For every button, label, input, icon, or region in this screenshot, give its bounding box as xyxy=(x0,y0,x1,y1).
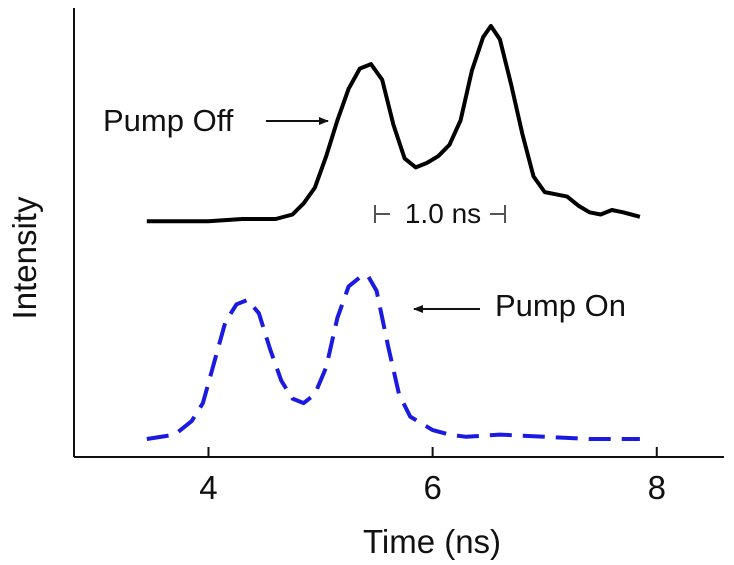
x-tick-label: 4 xyxy=(199,469,217,506)
pump-on-annotation: Pump On xyxy=(413,288,626,323)
y-axis-label: Intensity xyxy=(6,196,43,319)
separation-label: 1.0 ns xyxy=(405,198,481,229)
pump-off-annotation: Pump Off xyxy=(103,103,329,138)
x-tick-label: 6 xyxy=(423,469,441,506)
pump-off-series-line xyxy=(146,24,641,224)
x-axis-label: Time (ns) xyxy=(363,523,501,560)
series-layer xyxy=(146,24,641,441)
pump-on-series-line xyxy=(146,273,640,441)
x-tick-label: 8 xyxy=(648,469,666,506)
pump-off-label: Pump Off xyxy=(103,103,234,138)
separation-annotation: 1.0 ns xyxy=(374,198,506,229)
pump-on-label: Pump On xyxy=(495,288,626,323)
axes: 4 6 8 xyxy=(73,8,724,506)
